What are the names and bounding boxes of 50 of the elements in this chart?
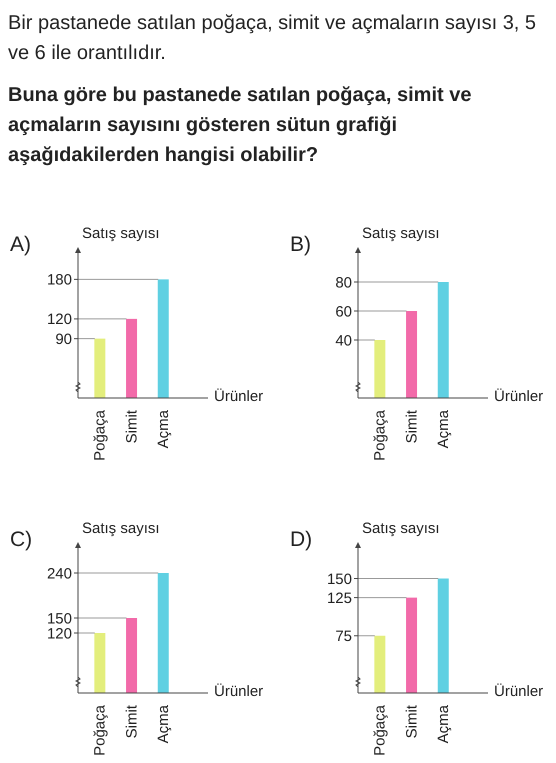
y-axis-title: Satış sayısı xyxy=(82,225,160,242)
bar xyxy=(126,618,138,693)
y-tick-label: 150 xyxy=(326,570,352,588)
bar xyxy=(406,311,418,398)
y-tick-label: 90 xyxy=(55,331,72,348)
bar xyxy=(438,578,449,693)
x-tick-label: Açma xyxy=(435,704,452,744)
x-axis-title: Ürünler xyxy=(214,683,264,700)
bar xyxy=(374,636,386,693)
chart-title: B) xyxy=(290,233,311,257)
x-tick-label: Simit xyxy=(123,704,140,738)
bar xyxy=(374,340,386,398)
y-tick-label: 240 xyxy=(46,565,72,582)
x-tick-label: Poğaça xyxy=(372,704,389,756)
y-tick-label: 40 xyxy=(335,332,352,350)
x-tick-label: Simit xyxy=(123,409,140,444)
x-tick-label: Poğaça xyxy=(92,409,109,461)
x-tick-label: Simit xyxy=(403,704,420,738)
y-tick-label: 120 xyxy=(46,311,72,328)
x-tick-label: Açma xyxy=(155,704,172,744)
text: Bir pastanede satılan poğaça, simit ve açmaların sayısı 3, 5 ve 6 ile orantılıdır. xyxy=(8,11,538,66)
y-tick-label: 60 xyxy=(335,303,352,320)
y-tick-label: 75 xyxy=(335,628,352,646)
y-axis-title: Satış sayısı xyxy=(82,520,160,537)
y-tick-label: 80 xyxy=(335,274,352,292)
bar xyxy=(126,318,138,398)
chart-title: C) xyxy=(10,528,32,552)
chart-title: D) xyxy=(290,528,312,552)
x-axis-title: Ürünler xyxy=(214,388,264,405)
x-axis-title: Ürünler xyxy=(494,388,544,405)
x-tick-label: Poğaça xyxy=(92,704,109,756)
bar xyxy=(158,573,169,693)
bar xyxy=(158,279,169,398)
bar xyxy=(94,338,106,398)
bar xyxy=(94,633,106,693)
y-axis-title: Satış sayısı xyxy=(362,225,440,242)
y-tick-label: 120 xyxy=(46,625,72,642)
x-tick-label: Açma xyxy=(155,409,172,448)
x-tick-label: Poğaça xyxy=(372,409,389,461)
y-tick-label: 125 xyxy=(326,590,352,607)
y-tick-label: 150 xyxy=(46,610,72,628)
bar xyxy=(438,282,449,398)
y-axis-title: Satış sayısı xyxy=(362,520,440,537)
x-axis-title: Ürünler xyxy=(494,683,544,700)
y-tick-label: 180 xyxy=(46,272,72,289)
x-tick-label: Açma xyxy=(435,409,452,448)
x-tick-label: Simit xyxy=(403,409,420,444)
chart-title: A) xyxy=(10,233,31,257)
bar xyxy=(406,598,418,693)
text: Buna göre bu pastanede satılan poğaça, simit ve açmaların sayısını gösteren sütun grafiği aşağıdakilerden hangisi olabilir? xyxy=(8,83,472,168)
